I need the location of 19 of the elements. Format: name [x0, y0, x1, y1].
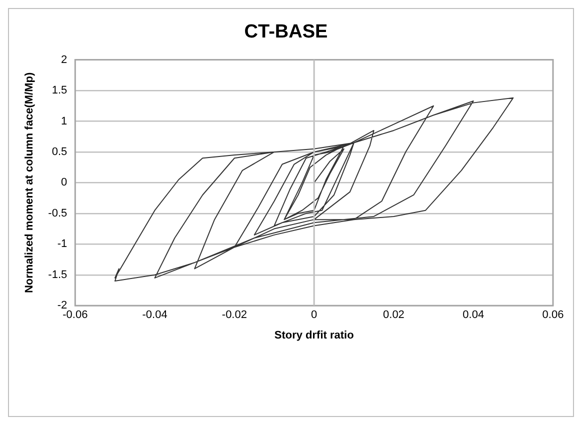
- x-tick-label: -0.06: [62, 309, 88, 322]
- y-tick-label: -1.5: [48, 268, 68, 281]
- y-tick-label: -2: [57, 300, 68, 312]
- y-tick-label: 0.5: [52, 146, 68, 158]
- y-tick-label: 2: [61, 54, 68, 66]
- chart-title: CT-BASE: [244, 22, 328, 43]
- x-tick-label: 0.06: [542, 309, 564, 322]
- y-tick-label: -1: [57, 238, 68, 250]
- y-tick-label: 1: [61, 115, 68, 128]
- x-tick-label: -0.04: [142, 309, 168, 322]
- x-tick-label: 0.02: [383, 309, 404, 322]
- y-tick-label: -0.5: [48, 207, 68, 220]
- x-tick-label: 0: [311, 309, 318, 322]
- y-tick-label: 0: [61, 176, 68, 189]
- x-tick-label: 0.04: [462, 309, 484, 322]
- y-tick-label: 1.5: [52, 84, 68, 97]
- x-axis-title: Story drfit ratio: [274, 329, 354, 342]
- x-tick-label: -0.02: [222, 309, 247, 322]
- y-axis-title: Normalized moment at column face(M/Mp): [24, 72, 36, 294]
